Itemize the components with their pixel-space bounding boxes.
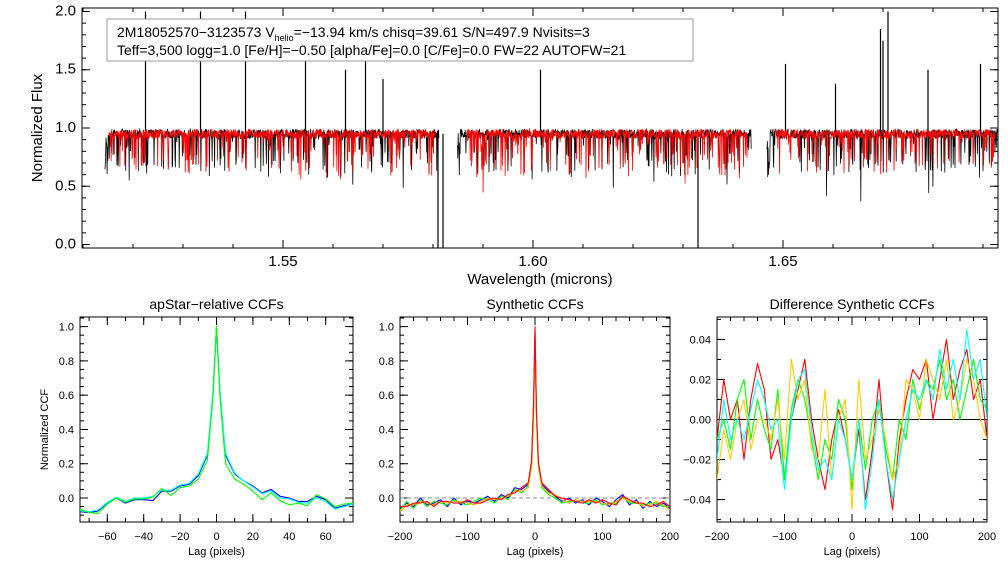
spectrum-panel: 1.55 1.60 1.65 0.0 0.5 1.0 1.5 2.0 Wavelength (m…: [29, 2, 999, 288]
annotation-line-2: Teff=3,500 logg=1.0 [Fe/H]=−0.50 [alpha/…: [117, 42, 626, 58]
ccf-line-blue: [80, 326, 353, 514]
ccf-line-cyan: [80, 327, 353, 513]
y-tick-label: 1.0: [379, 322, 394, 334]
x-tick-label: 200: [661, 531, 679, 543]
annotation-rest: =−13.94 km/s chisq=39.61 S/N=497.9 Nvisi…: [294, 24, 590, 40]
ccf-line-orange: [400, 332, 670, 513]
y-tick-label: 2.0: [55, 2, 76, 19]
ccf-line-green: [80, 326, 353, 514]
y-tick-label: 0.0: [379, 493, 394, 505]
y-tick-label: 0.2: [59, 459, 74, 471]
x-tick-label: −100: [772, 531, 797, 543]
y-tick-label: 0.6: [379, 390, 394, 402]
x-tick-label: 40: [283, 531, 295, 543]
spectrum-line-observed: [104, 127, 998, 202]
x-tick-label: 200: [978, 531, 996, 543]
annotation-v: V: [265, 24, 275, 40]
annotation-box: 2M18052570−3123573 Vhelio=−13.94 km/s ch…: [106, 18, 694, 62]
x-axis-label: Lag (pixels): [507, 546, 564, 558]
x-tick-label: 60: [320, 531, 332, 543]
spectrum-line-model: [108, 127, 996, 193]
x-tick-label: −200: [705, 531, 730, 543]
x-tick-label: 1.60: [518, 253, 547, 270]
x-tick-label: 0: [849, 531, 855, 543]
y-tick-label: 0.8: [379, 356, 394, 368]
ccf-line-green: [717, 358, 987, 491]
annotation-star: 2M18052570−3123573: [117, 24, 265, 40]
panel-title: apStar−relative CCFs: [149, 296, 283, 312]
y-tick-label: 0.4: [379, 424, 394, 436]
y-tick-label: 0.02: [690, 374, 711, 386]
panel-title: Synthetic CCFs: [486, 296, 583, 312]
y-tick-label: 0.2: [379, 459, 394, 471]
y-tick-label: 1.0: [59, 322, 74, 334]
y-tick-label: 0.4: [59, 424, 74, 436]
y-tick-label: 0.8: [59, 356, 74, 368]
difference-ccf-panel: −200 −100 0 100 200 −0.04 −0.02 0.00 0.02 0.04 Dif…: [683, 296, 996, 558]
ccf-line-cyan: [717, 328, 987, 511]
y-tick-label: 0.6: [59, 390, 74, 402]
x-tick-label: −40: [134, 531, 153, 543]
ccf-line-red: [400, 326, 670, 508]
x-tick-label: 1.65: [768, 253, 797, 270]
x-axis-label: Lag (pixels): [824, 546, 881, 558]
ccf-line-orange: [717, 358, 987, 511]
x-tick-label: 0: [213, 531, 219, 543]
annotation-sub: helio: [275, 33, 294, 43]
apstar-ccf-panel: −60 −40 −20 0 20 40 60 0.0 0.2 0.4 0.6 0.8 1.0 apStar…: [39, 296, 354, 558]
y-tick-label: 0.04: [690, 334, 711, 346]
y-tick-label: −0.02: [683, 455, 711, 467]
annotation-line-1: 2M18052570−3123573 Vhelio=−13.94 km/s ch…: [117, 24, 590, 43]
x-axis-label: Wavelength (microns): [467, 271, 612, 288]
y-tick-label: 0.0: [55, 236, 76, 253]
x-axis-label: Lag (pixels): [188, 546, 245, 558]
x-tick-label: 0: [532, 531, 538, 543]
panel-title: Difference Synthetic CCFs: [770, 296, 935, 312]
x-tick-label: −100: [455, 531, 480, 543]
annotation-frame: [106, 18, 694, 62]
y-tick-label: 0.00: [690, 415, 711, 427]
y-axis-label: Normalized Flux: [29, 73, 46, 182]
x-tick-label: 100: [593, 531, 611, 543]
synthetic-ccf-panel: −200 −100 0 100 200 0.0 0.2 0.4 0.6 0.8 1.0 Synthet…: [379, 296, 679, 558]
y-tick-label: 0.5: [55, 177, 76, 194]
y-tick-label: 1.0: [55, 119, 76, 136]
x-tick-label: 20: [247, 531, 259, 543]
y-tick-label: −0.04: [683, 495, 711, 507]
x-tick-label: −20: [171, 531, 190, 543]
y-axis-label: Normalized CCF: [39, 389, 51, 471]
y-tick-label: 0.0: [59, 493, 74, 505]
x-tick-label: 100: [910, 531, 928, 543]
plot-frame: [79, 316, 354, 523]
y-tick-label: 1.5: [55, 61, 76, 78]
x-tick-label: −60: [98, 531, 117, 543]
x-tick-label: 1.55: [268, 253, 297, 270]
x-tick-label: −200: [388, 531, 413, 543]
